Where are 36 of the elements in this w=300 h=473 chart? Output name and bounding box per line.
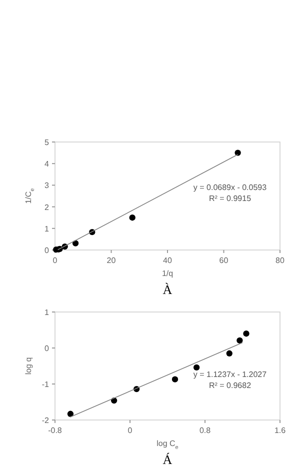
point xyxy=(193,364,200,371)
x-tick-label: 20 xyxy=(106,256,116,265)
y-tick-label: 5 xyxy=(44,138,50,147)
y-tick-label: 0 xyxy=(44,344,50,353)
x-tick-label: -0.8 xyxy=(48,426,62,435)
x-tick-label: 0.8 xyxy=(199,426,212,435)
point xyxy=(234,150,241,156)
x-tick-label: 0 xyxy=(128,426,133,435)
point xyxy=(172,376,178,382)
y-tick-label: -2 xyxy=(42,416,50,425)
y-tick-label: 1 xyxy=(44,224,50,234)
point xyxy=(67,410,74,417)
y-tick-label: 3 xyxy=(44,181,50,190)
annotation: y = 1.1237x - 1.2027 xyxy=(193,370,268,379)
annotation: R² = 0.9682 xyxy=(208,381,252,390)
x-tick-label: 0 xyxy=(52,256,58,265)
point xyxy=(236,337,243,344)
x-tick-label: 40 xyxy=(163,256,172,265)
annotation: y = 0.0689x - 0.0593 xyxy=(193,183,268,192)
x-tick-label: 60 xyxy=(219,256,229,265)
x-axis-title: 1/q xyxy=(162,269,174,278)
y-tick-label: 4 xyxy=(44,160,50,169)
point xyxy=(226,350,232,356)
x-tick-label: 80 xyxy=(276,256,285,265)
x-tick-label: 1.6 xyxy=(274,426,286,435)
y-axis-title: log q xyxy=(24,357,33,375)
point xyxy=(129,214,136,221)
y-tick-label: -1 xyxy=(42,380,50,389)
point xyxy=(243,330,250,337)
y-tick-label: 2 xyxy=(44,202,50,212)
text: À xyxy=(162,282,173,297)
y-tick-label: 0 xyxy=(44,246,50,255)
x-axis-title: log C$_{e}$ xyxy=(156,439,178,451)
annotation: R² = 0.9915 xyxy=(208,194,252,203)
text: Á xyxy=(162,452,173,467)
y-tick-label: 1 xyxy=(44,308,50,317)
